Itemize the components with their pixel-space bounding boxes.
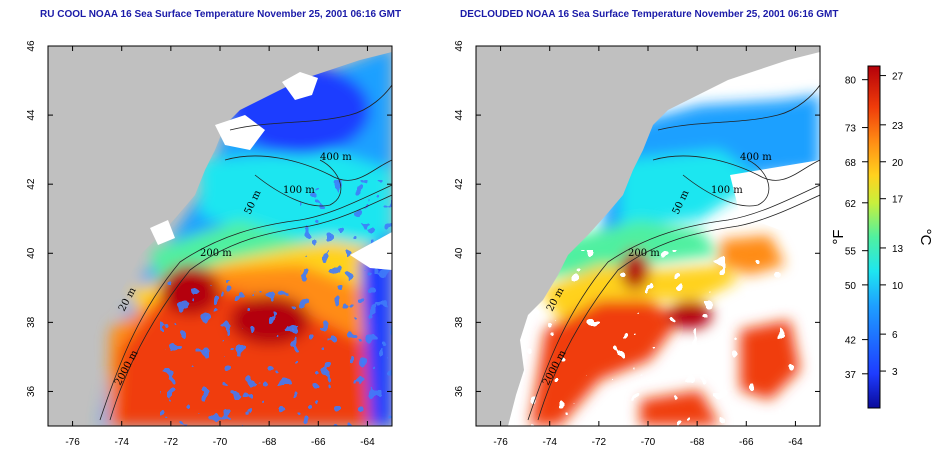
fahrenheit-tick-label: 50 xyxy=(845,281,857,292)
lat-tick-label: 44 xyxy=(454,109,465,121)
left-cloud-patch xyxy=(282,72,318,100)
lon-tick-label: -74 xyxy=(542,437,557,448)
right-cloud-mask xyxy=(520,160,820,426)
celsius-tick-label: 17 xyxy=(892,195,904,206)
celsius-tick-label: 6 xyxy=(892,330,898,341)
fahrenheit-tick-label: 37 xyxy=(845,370,857,381)
lat-tick-label: 46 xyxy=(454,40,465,52)
celsius-tick-label: 20 xyxy=(892,158,904,169)
lon-tick-label: -70 xyxy=(213,437,228,448)
lon-tick-label: -72 xyxy=(164,437,179,448)
right-bathymetry-contours xyxy=(527,84,820,421)
left-bathymetry-contours xyxy=(99,84,392,421)
lon-tick-label: -68 xyxy=(690,437,705,448)
right-map-axes: -76 -74 -72 -70 -68 -66 -64 36 38 40 42 44 46 xyxy=(454,40,820,448)
lat-tick-label: 42 xyxy=(26,178,37,190)
lat-tick-label: 38 xyxy=(454,316,465,328)
colorbar: 80 73 68 62 55 50 42 37 27 23 20 17 13 10 6 3 °F °C xyxy=(830,65,934,409)
left-coastline-land xyxy=(48,46,392,426)
right-map: 400 m 100 m 50 m 200 m 20 m 2000 m -76 -7… xyxy=(454,40,821,448)
left-cloud-patch xyxy=(215,115,265,150)
contour-label: 400 m xyxy=(320,152,352,163)
celsius-tick-label: 13 xyxy=(892,244,904,255)
colorbar-celsius-axis: 27 23 20 17 13 10 6 3 xyxy=(880,72,904,378)
lon-tick-label: -64 xyxy=(788,437,803,448)
left-cloud-patch xyxy=(350,232,392,270)
fahrenheit-tick-label: 62 xyxy=(845,199,857,210)
celsius-unit-label: °C xyxy=(917,229,934,246)
right-map-title: DECLOUDED NOAA 16 Sea Surface Temperatur… xyxy=(460,9,839,20)
celsius-tick-label: 10 xyxy=(892,281,904,292)
fahrenheit-unit-label: °F xyxy=(830,229,847,244)
left-map: 400 m 100 m 50 m 200 m 20 m 2000 m -76 -7… xyxy=(26,40,393,448)
lon-tick-label: -76 xyxy=(65,437,80,448)
lon-tick-label: -72 xyxy=(592,437,607,448)
right-map-area: 400 m 100 m 50 m 200 m 20 m 2000 m xyxy=(476,46,820,426)
contour-label: 100 m xyxy=(711,185,743,196)
lat-tick-label: 36 xyxy=(26,385,37,397)
lat-tick-label: 44 xyxy=(26,109,37,121)
lat-tick-label: 46 xyxy=(26,40,37,52)
lat-tick-label: 38 xyxy=(26,316,37,328)
contour-label: 100 m xyxy=(283,185,315,196)
lon-tick-label: -74 xyxy=(114,437,129,448)
lon-tick-label: -64 xyxy=(360,437,375,448)
lat-tick-label: 40 xyxy=(454,247,465,259)
celsius-tick-label: 23 xyxy=(892,121,904,132)
contour-label: 200 m xyxy=(200,248,232,259)
celsius-tick-label: 3 xyxy=(892,367,898,378)
left-map-area: 400 m 100 m 50 m 200 m 20 m 2000 m xyxy=(48,46,392,426)
lon-tick-label: -68 xyxy=(262,437,277,448)
fahrenheit-tick-label: 73 xyxy=(845,124,857,135)
lon-tick-label: -76 xyxy=(493,437,508,448)
lon-tick-label: -66 xyxy=(311,437,326,448)
left-map-title: RU COOL NOAA 16 Sea Surface Temperature … xyxy=(40,9,402,20)
lat-tick-label: 42 xyxy=(454,178,465,190)
left-map-axes: -76 -74 -72 -70 -68 -66 -64 36 38 40 42 44 46 xyxy=(26,40,392,448)
contour-label: 200 m xyxy=(628,248,660,259)
fahrenheit-tick-label: 55 xyxy=(845,247,857,258)
contour-label: 400 m xyxy=(740,152,772,163)
fahrenheit-tick-label: 42 xyxy=(845,336,857,347)
left-cloud-speckle xyxy=(160,180,392,426)
fahrenheit-tick-label: 68 xyxy=(845,158,857,169)
right-coastline-land xyxy=(476,46,820,426)
fahrenheit-tick-label: 80 xyxy=(845,76,857,87)
left-cloud-patch xyxy=(150,220,175,245)
colorbar-fahrenheit-axis: 80 73 68 62 55 50 42 37 xyxy=(845,76,868,381)
celsius-tick-label: 27 xyxy=(892,72,904,83)
lat-tick-label: 36 xyxy=(454,385,465,397)
lat-tick-label: 40 xyxy=(26,247,37,259)
lon-tick-label: -66 xyxy=(739,437,754,448)
colorbar-scale xyxy=(867,65,881,409)
lon-tick-label: -70 xyxy=(641,437,656,448)
